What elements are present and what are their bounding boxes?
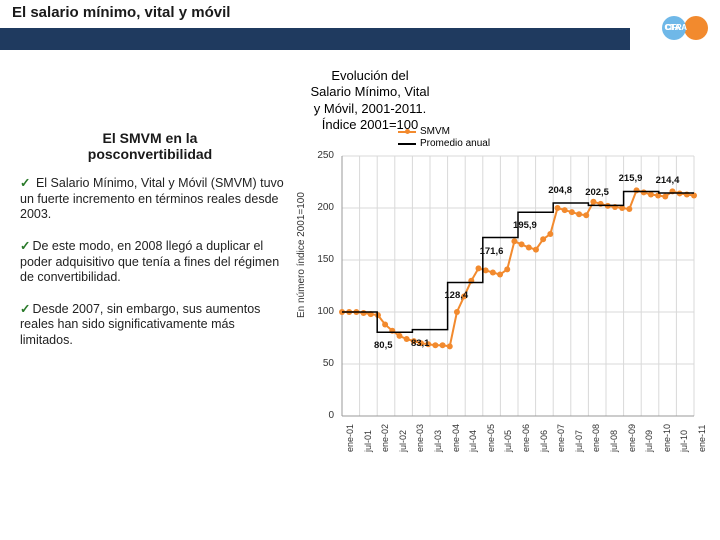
data-label: 215,9 [619, 173, 643, 184]
x-tick-label: ene-02 [380, 424, 390, 452]
legend-line-icon [398, 143, 416, 145]
data-label: 204,8 [548, 185, 572, 196]
legend-item: Promedio anual [398, 138, 490, 149]
y-tick-label: 100 [310, 306, 334, 317]
bullet-item: ✓Desde 2007, sin embargo, sus aumentos r… [20, 302, 290, 349]
x-tick-label: ene-07 [556, 424, 566, 452]
x-tick-label: jul-02 [398, 430, 408, 452]
legend: SMVM Promedio anual [398, 126, 490, 150]
x-tick-label: jul-05 [503, 430, 513, 452]
check-icon: ✓ [20, 302, 30, 316]
x-tick-label: ene-08 [591, 424, 601, 452]
bullet-item: ✓ El Salario Mínimo, Vital y Móvil (SMVM… [20, 176, 290, 223]
legend-label: SMVM [420, 126, 450, 137]
y-tick-label: 200 [310, 202, 334, 213]
x-tick-label: ene-05 [486, 424, 496, 452]
x-tick-label: jul-09 [644, 430, 654, 452]
legend-label: Promedio anual [420, 138, 490, 149]
data-label: 80,5 [374, 340, 393, 351]
x-tick-label: ene-03 [415, 424, 425, 452]
x-tick-label: ene-10 [662, 424, 672, 452]
legend-item: SMVM [398, 126, 490, 137]
x-tick-label: jul-04 [468, 430, 478, 452]
check-icon: ✓ [20, 176, 30, 190]
data-label: 83,1 [411, 338, 430, 349]
x-tick-label: jul-06 [539, 430, 549, 452]
logo: CIFRA CTA [662, 16, 708, 40]
x-tick-label: jul-07 [574, 430, 584, 452]
x-tick-label: jul-01 [363, 430, 373, 452]
y-tick-label: 250 [310, 150, 334, 161]
bullet-list: ✓ El Salario Mínimo, Vital y Móvil (SMVM… [20, 176, 290, 365]
x-tick-label: jul-08 [609, 430, 619, 452]
y-tick-label: 0 [310, 410, 334, 421]
y-tick-label: 50 [310, 358, 334, 369]
data-label: 214,4 [656, 175, 680, 186]
logo-right-icon: CTA [684, 16, 708, 40]
x-tick-label: jul-03 [433, 430, 443, 452]
header-bar [0, 28, 630, 50]
y-axis-label: En número índice 2001=100 [296, 192, 307, 318]
data-label: 171,6 [480, 246, 504, 257]
x-tick-label: ene-09 [627, 424, 637, 452]
x-tick-label: ene-01 [345, 424, 355, 452]
data-label: 202,5 [585, 187, 609, 198]
data-label: 128,4 [444, 290, 468, 301]
bullet-item: ✓De este modo, en 2008 llegó a duplicar … [20, 239, 290, 286]
page-title: El salario mínimo, vital y móvil [12, 4, 230, 21]
x-tick-label: ene-11 [697, 425, 707, 452]
y-tick-label: 150 [310, 254, 334, 265]
plot-area: SMVM Promedio anual [338, 126, 698, 456]
data-label: 195,9 [513, 220, 537, 231]
legend-line-icon [398, 131, 416, 133]
chart-area: En número índice 2001=100 SMVM Promedio … [300, 118, 708, 518]
chart-svg [338, 126, 698, 456]
x-tick-label: ene-06 [521, 424, 531, 452]
check-icon: ✓ [20, 239, 30, 253]
section-subtitle: El SMVM en la posconvertibilidad [55, 130, 245, 162]
x-tick-label: jul-10 [679, 430, 689, 452]
x-tick-label: ene-04 [451, 424, 461, 452]
header: El salario mínimo, vital y móvil CIFRA C… [0, 0, 720, 54]
